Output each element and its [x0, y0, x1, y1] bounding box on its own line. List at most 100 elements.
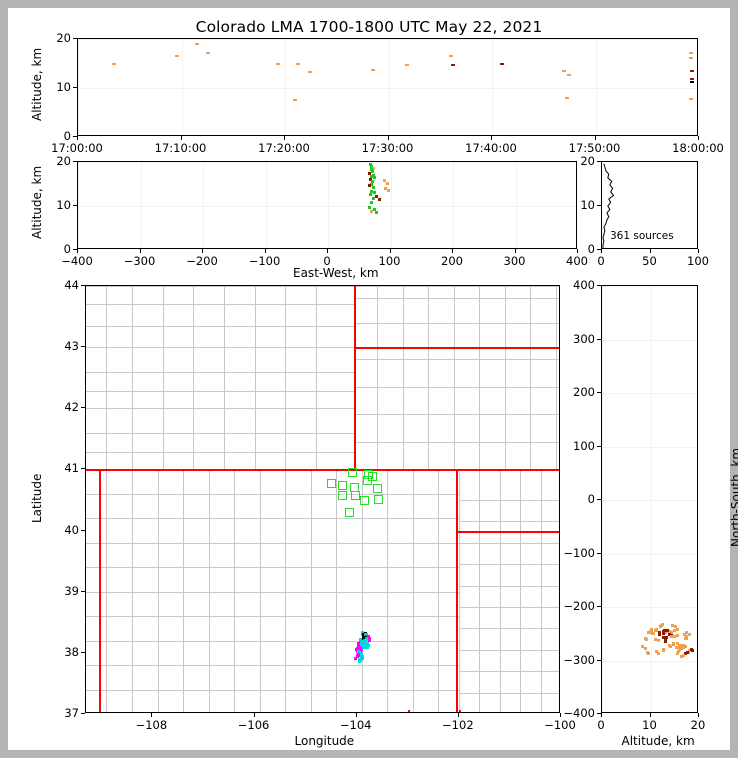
y-tick [597, 161, 601, 162]
data-point [369, 178, 372, 182]
data-point [359, 652, 363, 656]
data-point [357, 641, 361, 645]
county-boundary [458, 521, 559, 523]
county-boundary [354, 322, 559, 324]
data-point [355, 654, 359, 658]
y-tick-label: 20 [580, 154, 595, 168]
x-tick-label: 100 [687, 254, 709, 268]
data-point [296, 62, 301, 65]
x-tick-label: 20 [690, 718, 706, 732]
gridline [78, 39, 79, 135]
x-tick [601, 249, 602, 253]
x-tick-label: 17:30:00 [361, 141, 414, 155]
x-axis-label-ns: Altitude, km [621, 734, 695, 748]
data-point [385, 181, 389, 185]
data-point [360, 638, 364, 642]
x-tick-label: 200 [441, 254, 463, 268]
y-axis-label-ns: North-South, km [729, 447, 738, 547]
county-boundary [458, 692, 559, 694]
gridline [602, 500, 697, 501]
county-boundary [458, 542, 559, 544]
x-tick [514, 249, 516, 253]
data-point [664, 630, 668, 634]
data-point [364, 641, 368, 645]
x-tick-label: −108 [135, 718, 168, 732]
data-point [663, 639, 667, 643]
x-tick-label: −400 [61, 254, 93, 268]
data-point [654, 637, 658, 641]
y-tick [597, 338, 601, 340]
data-point [674, 625, 678, 629]
data-point [676, 650, 680, 654]
data-point [375, 210, 379, 214]
county-boundary [458, 585, 559, 587]
data-point [679, 655, 683, 659]
x-tick-label: 0 [323, 254, 331, 268]
y-tick-label: 0 [63, 242, 71, 256]
lma-station-marker [360, 496, 370, 505]
data-point [356, 650, 360, 654]
data-point [676, 642, 680, 646]
gridline [78, 206, 576, 207]
y-tick [597, 392, 601, 393]
data-point [646, 650, 650, 654]
x-tick-label: 0 [597, 718, 605, 732]
gridline [650, 286, 652, 712]
y-tick [73, 161, 77, 162]
x-tick [77, 136, 78, 140]
y-tick-label: 10 [56, 80, 71, 94]
gridline [602, 660, 697, 662]
county-boundary [479, 286, 481, 470]
gridline [78, 88, 697, 89]
data-point [667, 629, 671, 633]
data-point [662, 628, 666, 632]
gridline [140, 162, 142, 248]
data-point [669, 631, 673, 635]
gridline [602, 393, 697, 394]
county-boundary [86, 286, 355, 287]
state-boundary [458, 469, 559, 472]
data-point [370, 170, 374, 174]
data-point [685, 650, 689, 654]
county-boundary [193, 286, 195, 470]
data-point [358, 658, 362, 662]
data-point [676, 628, 680, 631]
data-point [368, 637, 372, 641]
state-boundary [456, 530, 559, 533]
x-tick-label: 10 [642, 718, 657, 732]
y-tick [81, 651, 85, 653]
county-boundary [86, 640, 459, 642]
data-point [689, 70, 694, 73]
x-tick [601, 713, 602, 717]
gridline [602, 286, 697, 287]
data-point [371, 186, 375, 190]
county-boundary [106, 286, 108, 470]
altitude-histogram-panel: 361 sources [601, 161, 698, 249]
y-tick [597, 249, 601, 250]
data-point [365, 643, 369, 647]
county-boundary [183, 469, 185, 712]
data-point [372, 191, 376, 195]
x-tick-label: 300 [503, 254, 526, 268]
x-tick [649, 249, 651, 253]
data-point [691, 649, 695, 653]
data-point [368, 171, 372, 175]
y-tick-label: 44 [64, 278, 79, 292]
lma-station-marker [373, 483, 383, 493]
north-south-altitude-panel [601, 285, 698, 713]
county-boundary [86, 325, 355, 327]
state-boundary [354, 347, 559, 350]
y-tick [81, 346, 85, 348]
county-boundary [131, 286, 133, 470]
data-point [650, 627, 654, 631]
county-boundary [131, 469, 133, 712]
y-tick [597, 713, 601, 714]
data-point [688, 649, 692, 653]
data-point [669, 634, 673, 638]
gridline [285, 39, 286, 135]
y-axis-label-time: Altitude, km [30, 47, 44, 121]
data-point [676, 633, 680, 637]
x-tick-label: 17:40:00 [465, 141, 517, 155]
county-boundary [86, 591, 459, 593]
x-tick [151, 713, 153, 717]
